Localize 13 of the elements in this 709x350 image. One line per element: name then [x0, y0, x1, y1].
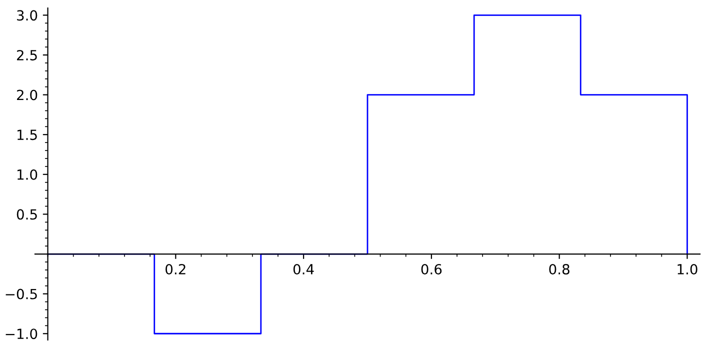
y-tick-label: 2.5: [16, 50, 37, 60]
y-tick-label: 0.5: [16, 209, 37, 220]
y-tick-label: 1.5: [18, 130, 37, 140]
y-tick-label: −0.5: [6, 288, 37, 300]
y-tick-label: 3.0: [17, 10, 38, 21]
x-tick-label: 0.8: [549, 264, 570, 274]
y-tick-label: −1.0: [6, 328, 38, 340]
x-tick-label: 0.6: [421, 264, 442, 274]
x-tick-label: 1.0: [678, 264, 698, 274]
x-tick-label: 0.4: [293, 264, 314, 274]
y-tick-label: 1.0: [18, 169, 38, 180]
y-tick-label: 2.0: [16, 90, 38, 100]
x-tick-label: 0.2: [166, 264, 186, 274]
